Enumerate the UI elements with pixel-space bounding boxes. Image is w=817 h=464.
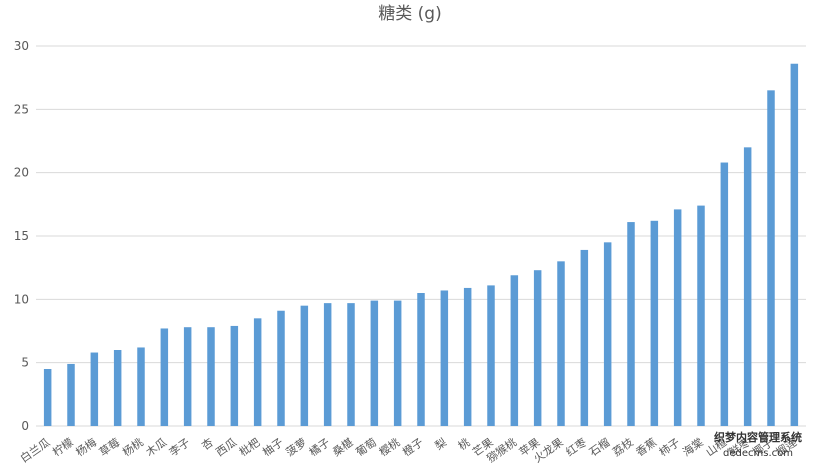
- x-tick-label: 红枣: [564, 436, 589, 459]
- x-tick-label: 海棠: [680, 435, 706, 459]
- x-tick-label: 梨: [432, 435, 449, 453]
- y-tick-label: 5: [21, 356, 29, 370]
- bar: [160, 328, 169, 426]
- x-tick-label: 葡萄: [354, 436, 379, 459]
- bar: [767, 90, 775, 426]
- bar: [347, 303, 355, 426]
- bar: [393, 300, 402, 426]
- bar: [323, 303, 332, 426]
- bar: [277, 310, 285, 426]
- x-tick-label: 橙子: [400, 435, 426, 459]
- chart-title: 糖类 (g): [378, 4, 441, 24]
- x-tick-label: 木瓜: [144, 436, 169, 459]
- bar: [253, 318, 262, 426]
- x-tick-label: 杨梅: [73, 435, 99, 459]
- x-tick-label: 石榴: [586, 435, 612, 459]
- bar: [43, 369, 52, 426]
- y-axis-ticks: 0 5 10 15 20 25 30: [14, 39, 29, 433]
- bar: [533, 270, 542, 426]
- bar: [183, 327, 192, 426]
- bar: [370, 300, 379, 426]
- bar: [137, 347, 145, 426]
- x-tick-label: 香蕉: [634, 436, 659, 459]
- watermark-line2: dedecms.com: [723, 448, 793, 459]
- y-tick-label: 20: [14, 166, 29, 180]
- x-tick-label: 柿子: [656, 435, 682, 459]
- bar: [557, 261, 565, 426]
- x-tick-label: 柚子: [260, 435, 286, 459]
- x-tick-label: 西瓜: [214, 436, 239, 459]
- y-tick-label: 25: [14, 102, 29, 116]
- watermark-line1: 织梦内容管理系统: [714, 430, 802, 444]
- bar: [230, 325, 239, 426]
- bar: [510, 275, 519, 426]
- bar: [207, 327, 215, 426]
- bar: [417, 293, 425, 426]
- y-tick-label: 0: [21, 419, 29, 433]
- bar: [697, 205, 705, 426]
- bar: [603, 242, 612, 426]
- x-tick-label: 桃: [455, 435, 472, 453]
- bar: [113, 350, 122, 426]
- x-tick-label: 橘子: [307, 436, 332, 459]
- bar: [463, 287, 472, 426]
- x-tick-label: 李子: [166, 435, 192, 459]
- bar: [720, 162, 729, 427]
- bar: [743, 147, 752, 427]
- bar: [90, 352, 99, 426]
- x-tick-label: 杨桃: [120, 435, 146, 459]
- x-tick-label: 菠萝: [284, 436, 309, 459]
- y-tick-label: 15: [14, 229, 29, 243]
- bar: [650, 220, 659, 426]
- x-tick-label: 枇杷: [236, 435, 262, 459]
- bar: [790, 63, 799, 426]
- x-axis-ticks: 白兰瓜柠檬杨梅草莓杨桃木瓜李子 杏西瓜枇杷柚子菠萝橘子桑椹葡萄樱桃橙子梨桃芒果猕猴…: [17, 435, 799, 464]
- bar: [580, 249, 589, 426]
- bar: [67, 363, 75, 426]
- y-tick-label: 10: [14, 292, 29, 306]
- x-tick-label: 杏: [199, 436, 215, 453]
- y-tick-label: 30: [14, 39, 29, 53]
- x-tick-label: 草莓: [97, 436, 122, 459]
- bar-series: [43, 63, 799, 427]
- bar: [300, 305, 309, 426]
- watermark: 织梦内容管理系统 dedecms.com: [714, 430, 802, 459]
- x-tick-label: 荔枝: [610, 435, 636, 459]
- bar: [440, 290, 449, 426]
- x-tick-label: 柠檬: [50, 435, 76, 459]
- bar: [627, 222, 635, 426]
- bar: [673, 209, 682, 426]
- x-tick-label: 白兰瓜: [17, 435, 52, 464]
- x-tick-label: 桑椹: [330, 436, 355, 459]
- bar: [487, 285, 495, 426]
- x-tick-label: 樱桃: [376, 435, 402, 459]
